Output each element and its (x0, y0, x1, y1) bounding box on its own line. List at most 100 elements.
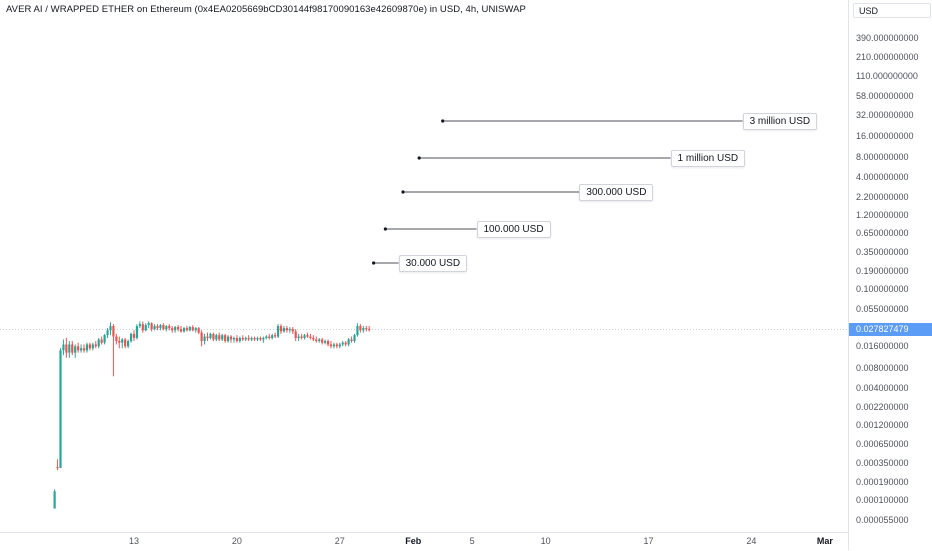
candle (77, 342, 80, 353)
candle (94, 341, 97, 349)
candle (247, 335, 250, 342)
callout-anchor (401, 190, 405, 194)
candle (159, 324, 162, 331)
candle (250, 336, 253, 342)
candle (356, 323, 359, 337)
candle (224, 333, 227, 343)
candle (338, 342, 341, 349)
price-tick-label: 0.000650000 (856, 439, 909, 449)
price-scale[interactable]: USD 390.000000000 210.000000000 110.000000… (848, 0, 932, 550)
candle (329, 341, 333, 349)
price-tick-label: 0.350000000 (856, 247, 909, 257)
candle (179, 326, 183, 333)
candle (200, 330, 203, 347)
time-tick-label: 13 (128, 536, 140, 546)
candlestick-chart[interactable] (0, 0, 848, 532)
last-price-label: 0.027827479 (849, 323, 932, 336)
candle (168, 324, 171, 331)
price-tick-label: 0.016000000 (856, 341, 909, 351)
candle (279, 324, 283, 334)
price-target-callout[interactable]: 30.000 USD (398, 255, 468, 272)
currency-selector[interactable]: USD (853, 3, 931, 18)
time-tick-label: 24 (746, 536, 757, 546)
price-target-callout[interactable]: 100.000 USD (476, 221, 551, 238)
candle (321, 337, 324, 345)
candle (362, 326, 365, 333)
time-tick-label: Mar (816, 536, 833, 546)
candle (103, 333, 106, 345)
candle (365, 326, 368, 332)
candle (112, 324, 115, 377)
candle (318, 337, 321, 343)
candle (115, 333, 118, 345)
price-target-callout[interactable]: 1 million USD (670, 150, 746, 167)
price-target-callout[interactable]: 300.000 USD (579, 184, 654, 201)
candle (147, 321, 150, 329)
price-tick-label: 2.200000000 (856, 192, 909, 202)
time-scale[interactable]: 13 20 27 Feb 5 10 17 24 Mar (0, 532, 848, 551)
candle (350, 336, 353, 343)
candle (341, 341, 344, 347)
candle (174, 326, 177, 333)
candle (265, 335, 268, 340)
candle (244, 336, 247, 342)
candle (121, 337, 124, 349)
candle (206, 332, 209, 342)
price-tick-label: 16.000000000 (856, 131, 914, 141)
candle (53, 489, 56, 509)
price-tick-label: 210.000000000 (856, 52, 919, 62)
candle (232, 336, 236, 343)
candle (303, 333, 306, 340)
candle (100, 336, 103, 345)
candle (59, 348, 62, 469)
candle (82, 344, 86, 353)
candle (344, 341, 347, 347)
candle (259, 336, 262, 342)
candle (62, 339, 65, 356)
chart-title: AVER AI / WRAPPED ETHER on Ethereum (0x4… (6, 4, 526, 15)
price-tick-label: 0.001200000 (856, 420, 909, 430)
candle (221, 333, 224, 342)
price-tick-label: 0.190000000 (856, 266, 909, 276)
candle (185, 326, 189, 332)
price-tick-label: 0.008000000 (856, 363, 909, 373)
price-target-callout[interactable]: 3 million USD (742, 113, 818, 130)
candle (294, 329, 297, 342)
candle (171, 326, 174, 333)
candle (253, 336, 256, 342)
time-tick-label: 27 (334, 536, 345, 546)
candle (359, 324, 362, 333)
candle (262, 336, 265, 343)
candle (241, 335, 244, 342)
candle (188, 326, 191, 332)
candle (97, 337, 100, 349)
candle (182, 327, 186, 333)
candle (218, 332, 221, 342)
candle (127, 339, 130, 349)
candle (203, 333, 206, 345)
price-tick-label: 1.200000000 (856, 210, 909, 220)
candle (109, 322, 112, 336)
candle (297, 333, 300, 342)
price-tick-label: 0.000100000 (856, 495, 909, 505)
candle (306, 332, 309, 338)
candle (91, 342, 94, 351)
candle (141, 321, 144, 333)
candle (156, 324, 159, 331)
price-tick-label: 58.000000000 (856, 91, 914, 101)
price-tick-label: 8.000000000 (856, 152, 909, 162)
price-tick-label: 0.004000000 (856, 383, 909, 393)
candle (135, 324, 139, 340)
candle (332, 342, 336, 349)
candle (165, 325, 168, 332)
candle (79, 344, 83, 353)
candle (229, 335, 233, 343)
price-tick-label: 110.000000000 (856, 71, 918, 81)
price-tick-label: 0.000055000 (856, 515, 909, 525)
callout-anchor (417, 156, 421, 160)
candle (106, 328, 109, 338)
candle (315, 336, 318, 343)
candle (212, 332, 215, 342)
chart-plot-area[interactable]: AVER AI / WRAPPED ETHER on Ethereum (0x4… (0, 0, 848, 532)
price-tick-label: 0.650000000 (856, 228, 909, 238)
